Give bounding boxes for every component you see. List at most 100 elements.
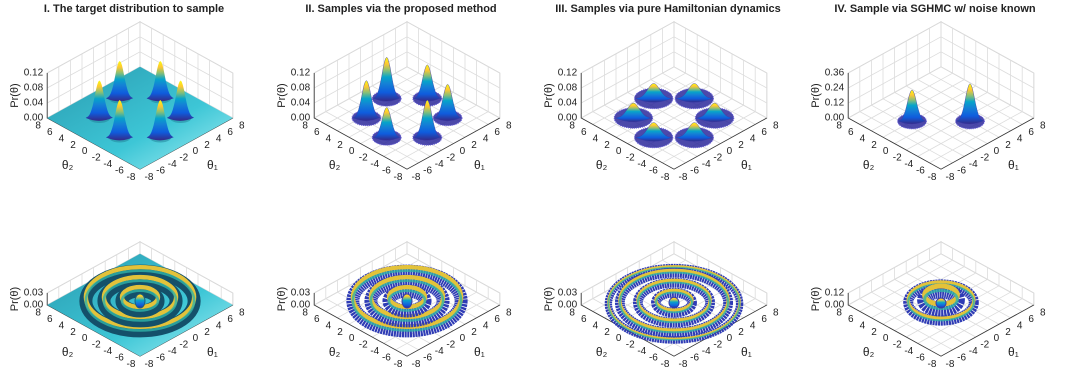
grid-line xyxy=(848,66,1034,119)
grid-line xyxy=(848,253,1034,306)
x-tick-label: 0 xyxy=(727,146,733,157)
y-tick-label: 0 xyxy=(616,146,622,157)
y-tick-label: 2 xyxy=(871,140,877,151)
x-tick-label: 2 xyxy=(1005,327,1011,338)
x-tick-label: 6 xyxy=(227,314,233,325)
y-tick-label: 8 xyxy=(569,308,575,319)
x-tick-label: 0 xyxy=(994,333,1000,344)
grid-line xyxy=(314,241,500,294)
x-tick-label: -4 xyxy=(969,159,978,170)
x-tick-label: 0 xyxy=(727,333,733,344)
y-tick-label: -8 xyxy=(928,172,937,183)
x-tick-label: -4 xyxy=(168,159,177,170)
axis-line xyxy=(847,73,1034,170)
peak xyxy=(85,80,113,121)
z-tick-label: 0.36 xyxy=(825,68,845,79)
y-tick-label: 0 xyxy=(883,333,889,344)
y-axis-label: θ₂ xyxy=(62,345,74,359)
grid-line xyxy=(581,21,767,74)
y-tick-label: -8 xyxy=(127,172,136,183)
x-tick-label: -8 xyxy=(145,172,154,183)
x-tick-label: 6 xyxy=(761,314,767,325)
x-tick-label: 2 xyxy=(1005,140,1011,151)
y-tick-label: -4 xyxy=(637,346,646,357)
x-tick-label: 2 xyxy=(471,140,477,151)
peak xyxy=(146,61,174,102)
grid-line xyxy=(47,36,233,89)
y-tick-label: -8 xyxy=(661,359,670,370)
y-tick-label: 6 xyxy=(581,314,587,325)
x-tick-label: -6 xyxy=(423,165,432,176)
ring-mid xyxy=(654,291,694,314)
z-tick-label: 0.00 xyxy=(825,300,845,311)
y-tick-label: -6 xyxy=(916,352,925,363)
x-tick-label: 0 xyxy=(193,333,199,344)
x-tick-label: 8 xyxy=(506,121,512,132)
y-tick-label: 8 xyxy=(35,308,41,319)
y-tick-label: 8 xyxy=(302,308,308,319)
ring-mid xyxy=(369,279,445,322)
y-tick-label: -6 xyxy=(649,165,658,176)
x-tick-label: 0 xyxy=(994,146,1000,157)
grid-line xyxy=(848,21,1034,74)
x-tick-label: 4 xyxy=(750,320,756,331)
x-tick-label: -6 xyxy=(156,165,165,176)
peak xyxy=(433,84,462,122)
x-tick-label: -4 xyxy=(702,159,711,170)
chart-title: III. Samples via pure Hamiltonian dynami… xyxy=(555,3,781,15)
x-tick-label: 4 xyxy=(750,133,756,144)
x-tick-label: 4 xyxy=(1017,133,1023,144)
x-tick-label: 6 xyxy=(227,127,233,138)
peak xyxy=(167,80,195,121)
y-tick-label: -2 xyxy=(359,340,368,351)
z-tick-label: 0.00 xyxy=(825,113,845,124)
x-tick-label: 6 xyxy=(494,314,500,325)
y-tick-label: -2 xyxy=(893,153,902,164)
ring-mid xyxy=(84,269,196,332)
ring-peak xyxy=(668,296,680,309)
x-tick-label: 2 xyxy=(738,327,744,338)
grid-line xyxy=(314,66,500,119)
x-tick-label: -4 xyxy=(702,346,711,357)
y-tick-label: 6 xyxy=(848,314,854,325)
y-tick-label: -4 xyxy=(370,346,379,357)
x-tick-label: -2 xyxy=(713,340,722,351)
axis-line xyxy=(313,73,500,170)
y-tick-label: 0 xyxy=(616,333,622,344)
y-tick-label: 4 xyxy=(326,133,332,144)
x-tick-label: 6 xyxy=(1028,314,1034,325)
z-tick-label: 0.00 xyxy=(558,300,578,311)
peak xyxy=(373,107,401,141)
x-tick-label: -4 xyxy=(969,346,978,357)
x-tick-label: 4 xyxy=(1017,320,1023,331)
peak xyxy=(413,99,442,141)
z-tick-label: 0.12 xyxy=(291,68,311,79)
ring-peak xyxy=(134,293,146,309)
x-axis-label: θ₁ xyxy=(474,158,485,172)
y-tick-label: 8 xyxy=(836,121,842,132)
ring-mid xyxy=(607,266,741,341)
y-tick-label: 0 xyxy=(883,146,889,157)
peak xyxy=(373,56,401,102)
grid-line xyxy=(581,51,767,104)
x-tick-label: 8 xyxy=(773,308,779,319)
z-tick-label: 0.12 xyxy=(825,98,845,109)
y-tick-label: -4 xyxy=(637,159,646,170)
z-tick-label: 0.08 xyxy=(291,83,311,94)
peak xyxy=(956,83,984,125)
y-tick-label: 4 xyxy=(326,320,332,331)
peak xyxy=(635,83,673,103)
grid-line xyxy=(314,21,500,74)
y-tick-label: -8 xyxy=(127,359,136,370)
x-tick-label: -2 xyxy=(446,340,455,351)
y-tick-label: 4 xyxy=(593,133,599,144)
x-axis-label: θ₁ xyxy=(1008,158,1019,172)
y-tick-label: -6 xyxy=(382,165,391,176)
y-axis-label: θ₂ xyxy=(863,158,875,172)
y-tick-label: 4 xyxy=(59,320,65,331)
z-axis-label: Pr(θ) xyxy=(9,287,21,311)
y-tick-label: -6 xyxy=(649,352,658,363)
y-tick-label: -4 xyxy=(904,159,913,170)
y-tick-label: -2 xyxy=(626,340,635,351)
